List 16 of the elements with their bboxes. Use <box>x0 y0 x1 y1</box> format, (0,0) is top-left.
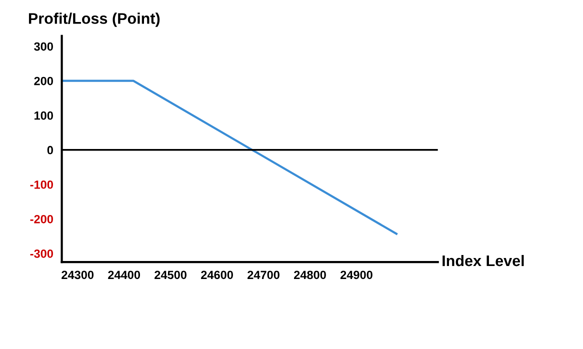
x-tick-label: 24700 <box>248 270 280 280</box>
y-tick-label: 0 <box>47 146 53 154</box>
x-axis-title: Index Level <box>442 254 524 266</box>
y-tick-label: 200 <box>34 76 53 86</box>
y-tick-label: -100 <box>30 180 53 189</box>
y-axis-title: Profit/Loss (Point) <box>28 12 160 27</box>
y-tick-label: 300 <box>34 42 53 51</box>
x-tick-label: 24400 <box>108 270 140 280</box>
x-tick-label: 24900 <box>340 270 372 280</box>
y-tick-label: -200 <box>30 214 53 224</box>
x-tick-label: 24500 <box>154 270 186 280</box>
x-tick-label: 24600 <box>201 270 233 280</box>
y-tick-label: -300 <box>30 250 53 258</box>
x-tick-label: 24300 <box>62 270 94 280</box>
y-tick-label: 100 <box>34 111 53 120</box>
x-tick-label: 24800 <box>294 270 326 280</box>
